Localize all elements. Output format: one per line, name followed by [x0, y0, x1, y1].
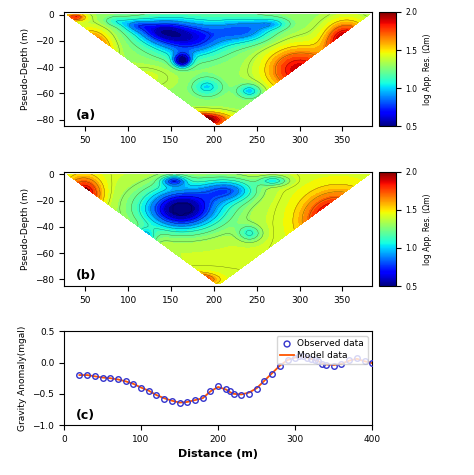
Y-axis label: log App. Res. (Ωm): log App. Res. (Ωm)	[423, 193, 432, 265]
Text: (c): (c)	[76, 409, 95, 422]
Y-axis label: Gravity Anomaly(mgal): Gravity Anomaly(mgal)	[18, 325, 27, 431]
Text: (a): (a)	[76, 110, 97, 123]
Y-axis label: Pseudo-Depth (m): Pseudo-Depth (m)	[21, 188, 30, 270]
Y-axis label: log App. Res. (Ωm): log App. Res. (Ωm)	[423, 33, 432, 105]
X-axis label: Distance (m): Distance (m)	[178, 449, 258, 459]
Text: (b): (b)	[76, 269, 97, 282]
Legend: Observed data, Model data: Observed data, Model data	[277, 336, 368, 364]
Y-axis label: Pseudo-Depth (m): Pseudo-Depth (m)	[21, 28, 30, 110]
